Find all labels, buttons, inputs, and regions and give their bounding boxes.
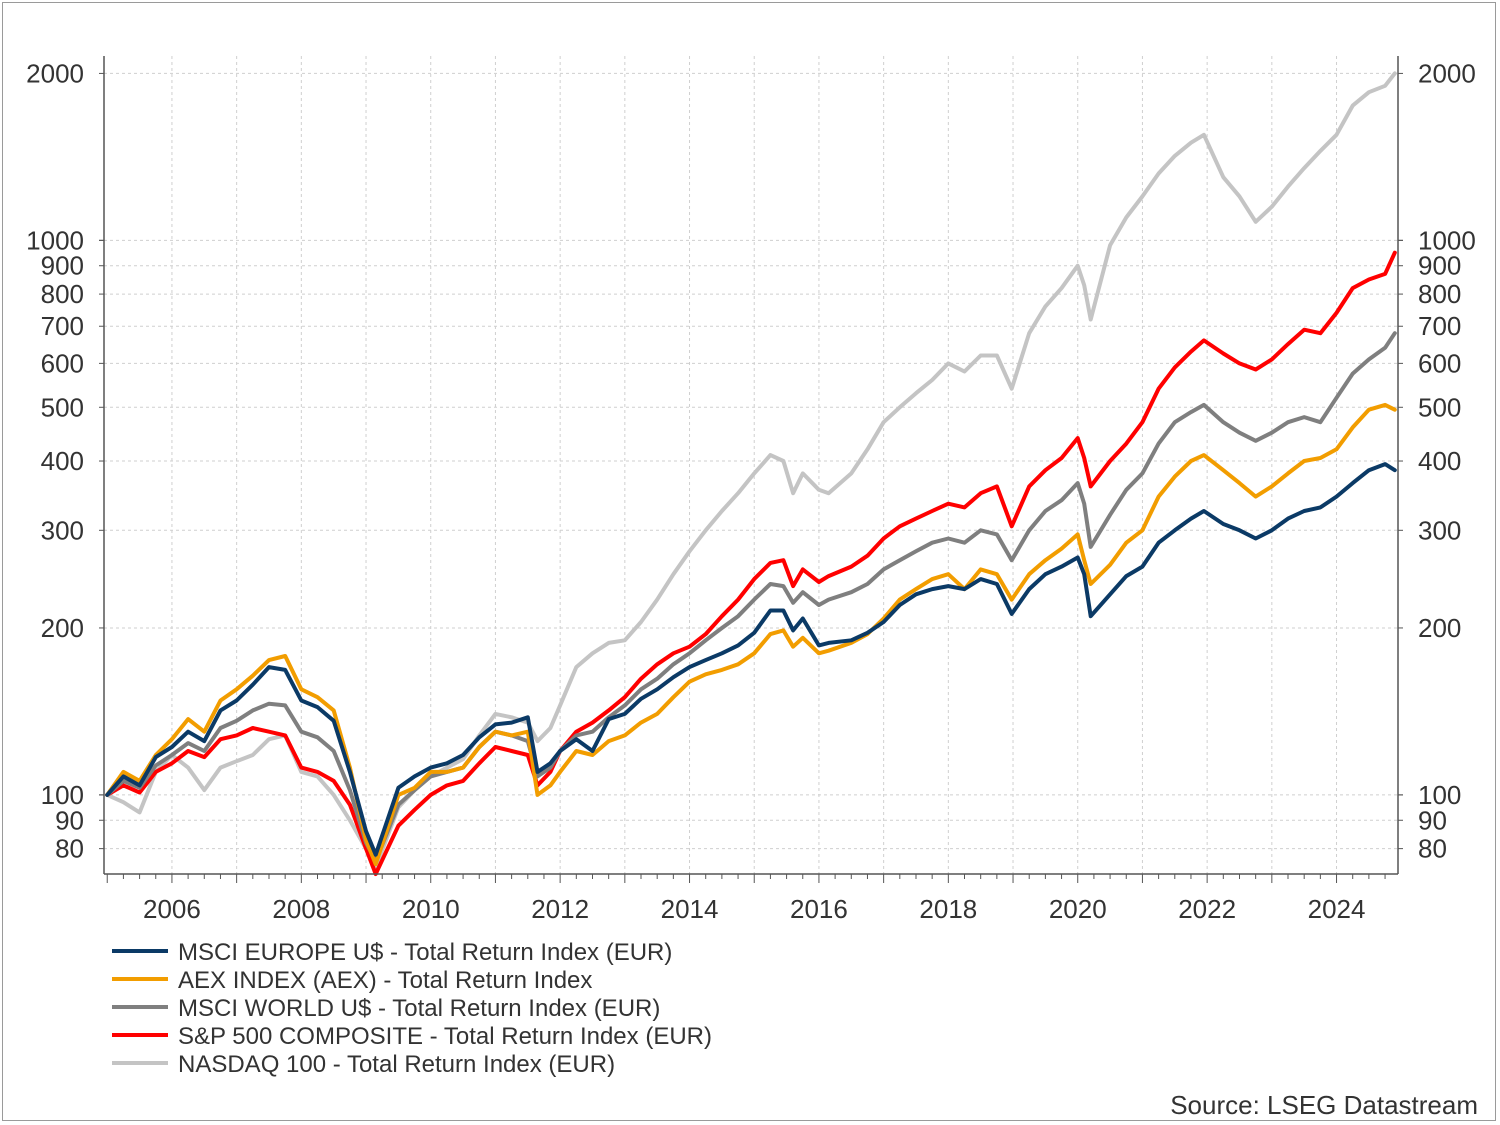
y-tick-label-left: 900	[41, 251, 84, 281]
grid-layer	[104, 56, 1398, 874]
y-tick-label-right: 300	[1418, 515, 1461, 545]
series-line-5	[105, 71, 1397, 870]
legend-label-2: AEX INDEX (AEX) - Total Return Index	[178, 967, 592, 994]
y-tick-label-left: 700	[41, 311, 84, 341]
x-tick-label: 2006	[143, 894, 201, 924]
y-tick-label-left: 90	[55, 805, 84, 835]
legend-label-1: MSCI EUROPE U$ - Total Return Index (EUR…	[178, 939, 672, 966]
y-tick-label-left: 1000	[26, 225, 84, 255]
y-tick-label-right: 200	[1418, 613, 1461, 643]
y-tick-label-right: 500	[1418, 392, 1461, 422]
legend-label-5: NASDAQ 100 - Total Return Index (EUR)	[178, 1051, 615, 1078]
x-tick-label: 2018	[919, 894, 977, 924]
x-tick-label: 2024	[1308, 894, 1366, 924]
y-tick-label-left: 100	[41, 780, 84, 810]
x-tick-label: 2020	[1049, 894, 1107, 924]
y-tick-label-left: 800	[41, 279, 84, 309]
y-tick-label-left: 2000	[26, 58, 84, 88]
series-line-3	[105, 331, 1397, 863]
y-tick-label-left: 400	[41, 446, 84, 476]
y-tick-label-right: 100	[1418, 780, 1461, 810]
y-tick-label-right: 700	[1418, 311, 1461, 341]
y-tick-label-right: 400	[1418, 446, 1461, 476]
series-line-2	[105, 402, 1397, 867]
series-line-1	[105, 462, 1397, 857]
x-tick-label: 2012	[531, 894, 589, 924]
y-tick-label-right: 80	[1418, 834, 1447, 864]
x-tick-label: 2014	[661, 894, 719, 924]
x-tick-label: 2010	[402, 894, 460, 924]
legend: MSCI EUROPE U$ - Total Return Index (EUR…	[112, 939, 712, 1078]
source-label: Source: LSEG Datastream	[1170, 1090, 1478, 1120]
y-tick-label-right: 1000	[1418, 225, 1476, 255]
legend-label-4: S&P 500 COMPOSITE - Total Return Index (…	[178, 1023, 712, 1050]
y-tick-label-left: 200	[41, 613, 84, 643]
y-tick-label-right: 900	[1418, 251, 1461, 281]
x-tick-label: 2016	[790, 894, 848, 924]
x-tick-label: 2022	[1178, 894, 1236, 924]
x-tick-label: 2008	[272, 894, 330, 924]
y-tick-label-right: 90	[1418, 805, 1447, 835]
y-tick-label-right: 600	[1418, 348, 1461, 378]
legend-label-3: MSCI WORLD U$ - Total Return Index (EUR)	[178, 995, 660, 1022]
y-tick-label-left: 500	[41, 392, 84, 422]
y-tick-label-left: 600	[41, 348, 84, 378]
y-tick-label-left: 80	[55, 834, 84, 864]
series-layer	[105, 71, 1397, 876]
series-line-4	[105, 250, 1397, 876]
y-tick-label-right: 800	[1418, 279, 1461, 309]
y-tick-label-right: 2000	[1418, 58, 1476, 88]
y-tick-label-left: 300	[41, 515, 84, 545]
